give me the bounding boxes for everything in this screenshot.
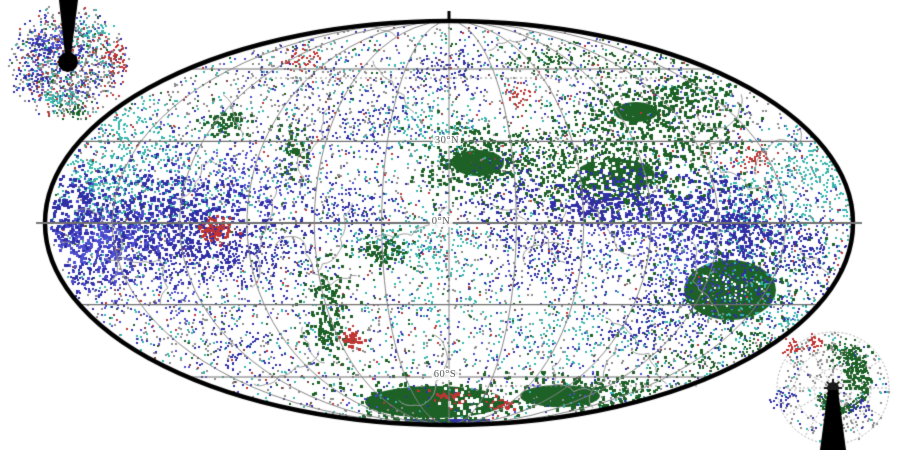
latitude-label-0n: 0°N [429, 215, 453, 227]
latitude-label-60s: 60°S [431, 368, 459, 380]
latitude-label-30n: 30°N [432, 134, 462, 146]
north-polar-inset [0, 0, 150, 132]
south-polar-inset [752, 326, 900, 450]
